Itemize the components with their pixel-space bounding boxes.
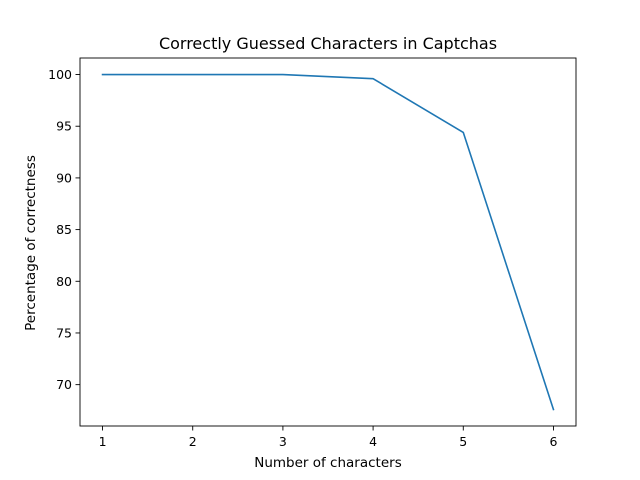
x-tick-label: 2 xyxy=(189,434,197,449)
y-axis-label: Percentage of correctness xyxy=(23,155,39,331)
y-tick-label: 70 xyxy=(56,377,72,392)
chart-title: Correctly Guessed Characters in Captchas xyxy=(159,34,497,53)
x-tick-label: 1 xyxy=(99,434,107,449)
y-tick-label: 90 xyxy=(56,170,72,185)
x-tick-label: 4 xyxy=(369,434,377,449)
series-line-1 xyxy=(101,73,555,411)
x-tick-label: 5 xyxy=(459,434,467,449)
x-tick-label: 3 xyxy=(279,434,287,449)
y-tick-label: 95 xyxy=(56,119,72,134)
plot-area: 1 2 3 4 5 6 70 75 80 85 90 95 100 xyxy=(48,57,577,449)
y-tick-label: 85 xyxy=(56,222,72,237)
y-tick-label: 100 xyxy=(48,67,72,82)
y-tick-label: 75 xyxy=(56,325,72,340)
axes-frame xyxy=(79,57,577,427)
x-axis-label: Number of characters xyxy=(254,455,402,471)
x-tick-label: 6 xyxy=(549,434,557,449)
y-tick-label: 80 xyxy=(56,274,72,289)
